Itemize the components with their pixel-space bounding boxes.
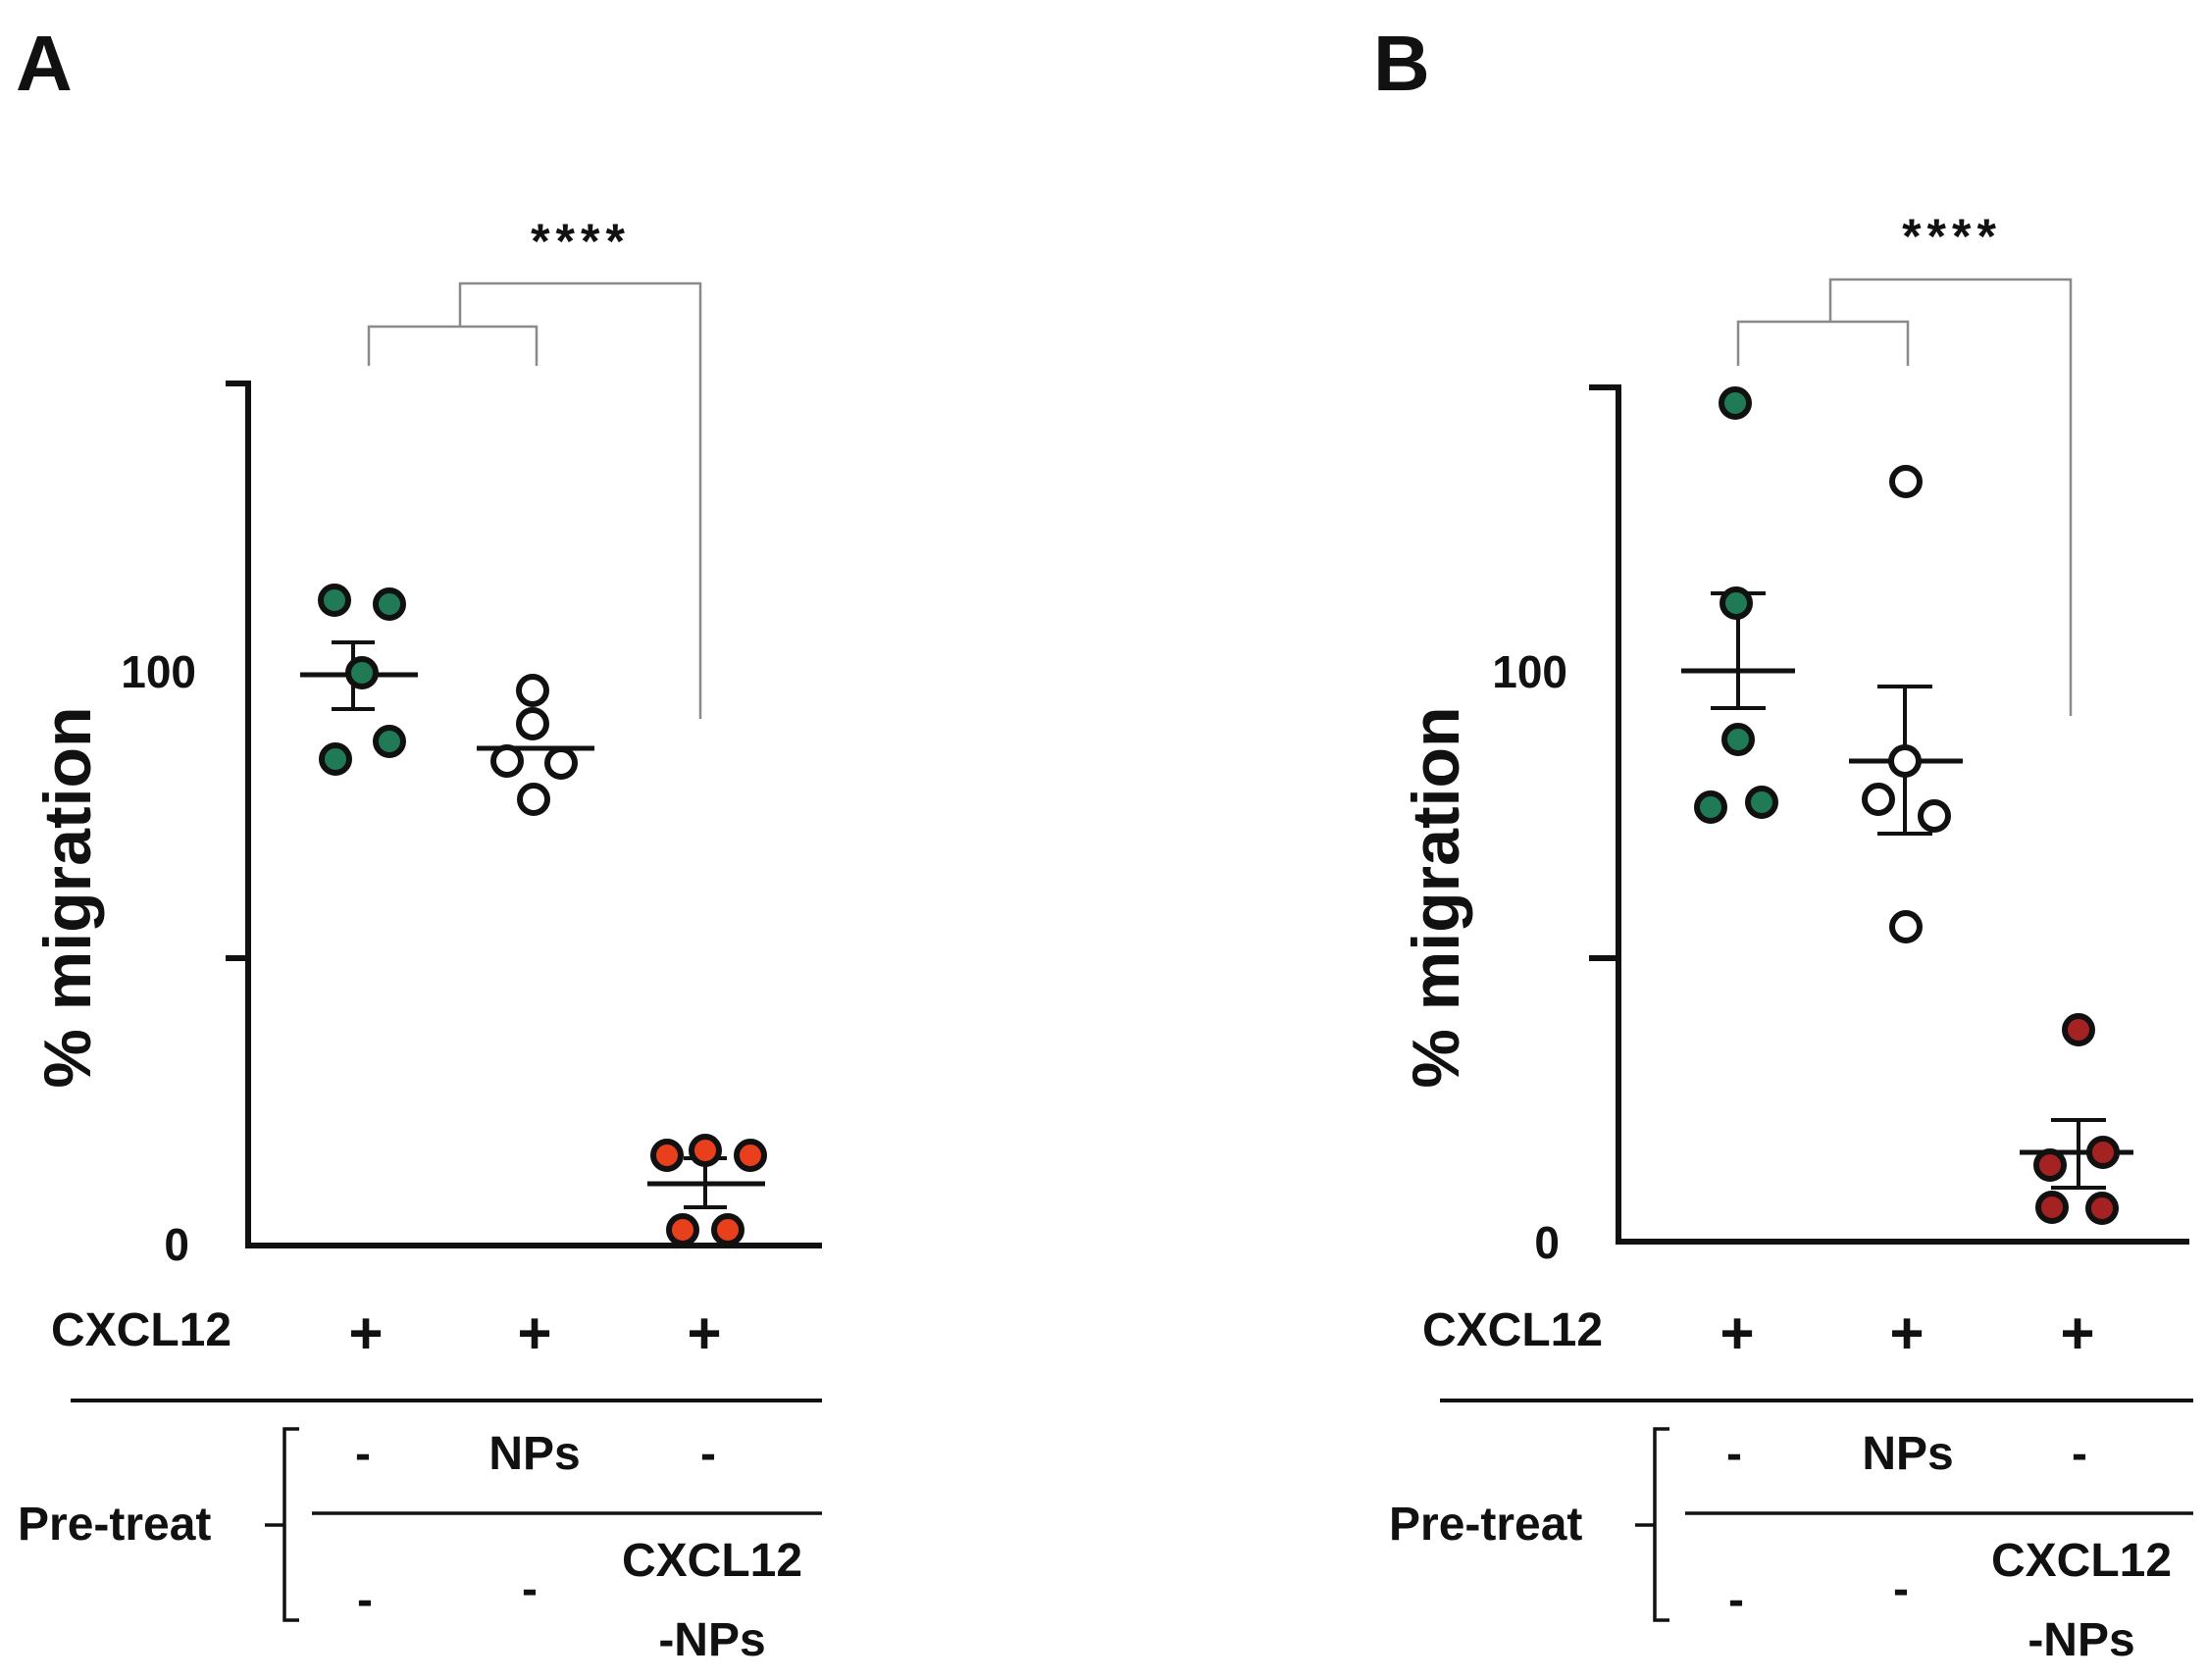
pretreat-brace-a (282, 1427, 299, 1622)
bracket-outer-b (1828, 278, 2073, 716)
data-point (711, 1213, 744, 1247)
x-category-label-b-1: + (1719, 1300, 1754, 1366)
data-point (1745, 786, 1778, 819)
x-category-label-a-1: + (348, 1300, 383, 1366)
data-point (1862, 783, 1895, 816)
data-point (2033, 1148, 2067, 1182)
y-tick-label-100-a: 100 (121, 646, 196, 697)
y-tick-label-0-a: 0 (164, 1219, 189, 1270)
pretreat-cell-b-2-2: - (1893, 1563, 1909, 1615)
pretreat-cell-a-1-2: NPs (488, 1428, 580, 1480)
data-point (517, 783, 550, 816)
pretreat-cell-b-2-3: CXCL12 (1991, 1535, 2172, 1587)
pretreat-cell-b-2-1: - (1728, 1574, 1744, 1626)
pretreat-cell-a-2-3: CXCL12 (622, 1535, 802, 1587)
panel-b: B % migration 100 0 **** CXCL12 (1373, 20, 2193, 1666)
data-point (1888, 744, 1922, 778)
pretreat-cell-b-2-3b: -NPs (2027, 1614, 2134, 1666)
cxcl12-row-label-a: CXCL12 (51, 1304, 231, 1356)
data-point (373, 587, 406, 621)
panel-label-b: B (1373, 20, 1430, 107)
data-point (1889, 465, 1923, 498)
pretreat-cell-b-1-3: - (2072, 1428, 2087, 1480)
pretreat-cell-a-1-1: - (355, 1428, 371, 1480)
pretreat-cell-a-2-1: - (357, 1574, 373, 1626)
y-axis-label-a: % migration (30, 706, 105, 1088)
data-point (666, 1213, 699, 1247)
significance-label-a: **** (531, 214, 631, 269)
bracket-inner-a (367, 325, 539, 366)
pretreat-cell-a-1-3: - (700, 1428, 716, 1480)
data-point (1721, 723, 1755, 756)
y-tick-label-100-b: 100 (1492, 646, 1567, 697)
x-category-label-a-2: + (517, 1300, 551, 1366)
x-category-label-b-2: + (1889, 1300, 1924, 1366)
pretreat-brace-b (1653, 1427, 1669, 1622)
data-point (373, 725, 406, 758)
data-point (345, 656, 379, 689)
data-point (2062, 1013, 2095, 1046)
panel-label-a: A (16, 20, 73, 107)
data-point (1719, 386, 1752, 420)
data-point (1694, 790, 1727, 824)
x-category-label-b-3: + (2060, 1300, 2094, 1366)
data-point (1918, 799, 1951, 833)
y-axis-label-b: % migration (1399, 706, 1473, 1088)
data-point (689, 1134, 722, 1167)
data-point (734, 1139, 767, 1172)
y-tick-label-0-b: 0 (1534, 1217, 1560, 1268)
significance-label-b: **** (1902, 209, 2002, 264)
data-point (2035, 1191, 2069, 1224)
data-point (319, 742, 352, 776)
data-point (318, 584, 351, 617)
data-point (1719, 586, 1753, 620)
panel-a: A % migration 100 0 **** (16, 20, 822, 1666)
pretreat-cell-b-1-2: NPs (1862, 1428, 1953, 1480)
pretreat-cell-b-1-1: - (1726, 1428, 1742, 1480)
data-point (490, 744, 524, 778)
cxcl12-row-label-b: CXCL12 (1422, 1304, 1603, 1356)
data-point (1889, 910, 1923, 943)
pretreat-label-a: Pre-treat (18, 1499, 211, 1551)
pretreat-cell-a-2-2: - (522, 1563, 538, 1615)
bracket-inner-b (1736, 320, 1910, 366)
pretreat-label-b: Pre-treat (1389, 1499, 1582, 1551)
data-point (516, 674, 549, 707)
data-point (516, 707, 549, 740)
pretreat-cell-a-2-3b: -NPs (658, 1614, 765, 1666)
data-point (544, 746, 578, 780)
bracket-outer-a (458, 281, 702, 719)
data-point (2085, 1192, 2119, 1225)
x-category-label-a-3: + (687, 1300, 721, 1366)
data-point (2086, 1136, 2120, 1169)
data-point (650, 1139, 684, 1172)
